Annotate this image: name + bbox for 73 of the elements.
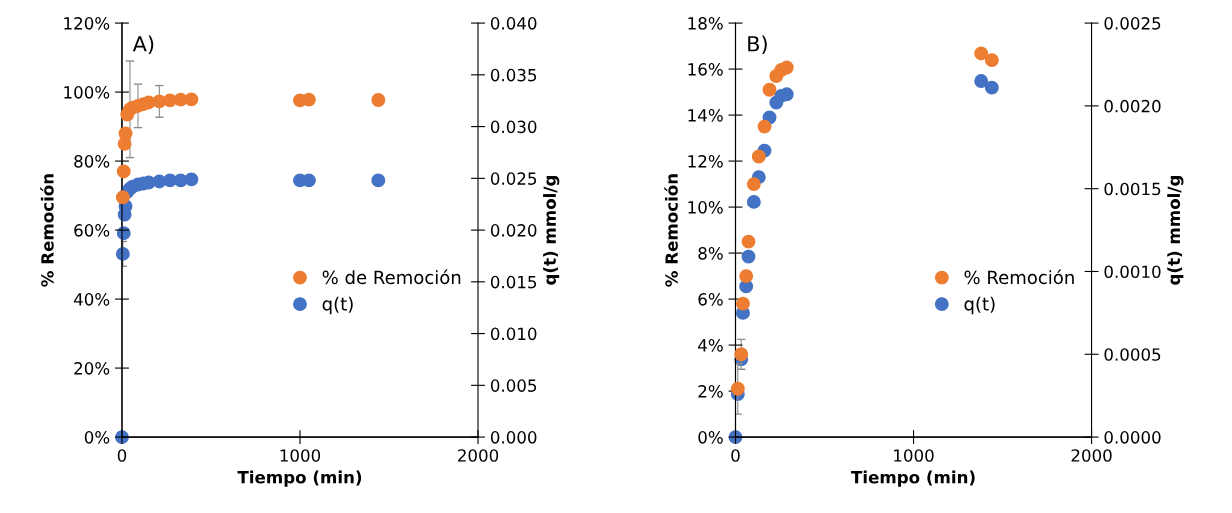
point: [184, 92, 199, 107]
y-tick-label: 14%: [688, 109, 723, 122]
y-tick-label: 4%: [698, 339, 723, 352]
y2-tick-label: 0.0000: [1104, 431, 1161, 444]
point: [371, 93, 386, 107]
point: [734, 347, 749, 362]
point: [118, 126, 133, 141]
y-tick-label: 120%: [64, 17, 110, 30]
y-tick-label: 8%: [698, 247, 723, 260]
x-tick-label: 0: [731, 449, 740, 462]
y-tick-label: 18%: [688, 17, 723, 30]
point: [746, 177, 761, 192]
point: [116, 164, 131, 179]
point: [739, 269, 754, 284]
y2-tick-label: 0.0020: [1104, 99, 1161, 113]
y2-tick-label: 0.0015: [1104, 182, 1161, 196]
legend-label: % Remoción: [964, 269, 1074, 285]
x-tick-label: 0: [117, 449, 127, 462]
y2-tick-label: 0.005: [490, 379, 537, 392]
point: [371, 173, 386, 188]
y2-axis-title: q(t) mmol/g: [1167, 176, 1184, 285]
point: [984, 80, 999, 95]
legend-label: q(t): [322, 296, 353, 315]
point: [184, 172, 199, 187]
y2-axis-title: q(t) mmol/g: [543, 176, 560, 285]
y-axis-title: % Remoción: [40, 174, 54, 287]
y-axis-title: % Remoción: [664, 174, 678, 287]
x-tick-label: 1000: [894, 449, 934, 462]
y-tick-label: 6%: [698, 293, 723, 306]
x-tick-label: 2000: [1071, 449, 1112, 462]
y2-tick-label: 0.0025: [1104, 17, 1161, 30]
y2-tick-label: 0.040: [490, 17, 537, 30]
point: [984, 53, 999, 68]
y-tick-label: 10%: [688, 201, 723, 214]
point: [751, 149, 766, 164]
point: [779, 60, 794, 75]
x-tick-label: 2000: [458, 449, 499, 462]
legend-label: % de Remoción: [322, 269, 461, 285]
point: [974, 74, 989, 88]
y2-tick-label: 0.0010: [1104, 265, 1161, 279]
y2-tick-label: 0.030: [490, 120, 537, 134]
x-tick-label: 1000: [280, 449, 321, 462]
y2-tick-label: 0.000: [490, 431, 537, 444]
y-tick-label: 40%: [73, 293, 110, 306]
point: [741, 234, 756, 249]
y-tick-label: 0%: [698, 431, 723, 444]
point: [746, 194, 761, 209]
point: [974, 46, 989, 61]
point: [757, 119, 772, 134]
y-tick-label: 100%: [64, 86, 110, 99]
y2-tick-label: 0.025: [490, 172, 537, 185]
legend-label: q(t): [964, 296, 995, 315]
x-axis-title: Tiempo (min): [237, 470, 362, 487]
y-tick-label: 20%: [74, 362, 110, 375]
y-tick-label: 16%: [688, 63, 723, 76]
point: [115, 190, 130, 205]
point: [730, 381, 745, 396]
y-tick-label: 80%: [74, 155, 110, 168]
y2-tick-label: 0.035: [490, 68, 537, 82]
y-tick-label: 0%: [84, 431, 110, 444]
y2-tick-label: 0.015: [490, 275, 537, 289]
annotation: B): [748, 35, 767, 55]
y2-tick-label: 0.0005: [1104, 348, 1161, 361]
y-tick-label: 12%: [688, 155, 723, 168]
y-tick-label: 2%: [698, 385, 723, 398]
point: [736, 296, 750, 311]
y2-tick-label: 0.010: [490, 327, 537, 341]
annotation: A): [132, 35, 154, 55]
y-tick-label: 60%: [74, 224, 110, 237]
point: [741, 249, 756, 264]
x-axis-title: Tiempo (min): [851, 470, 975, 487]
point: [762, 82, 777, 97]
y2-tick-label: 0.020: [490, 224, 537, 237]
